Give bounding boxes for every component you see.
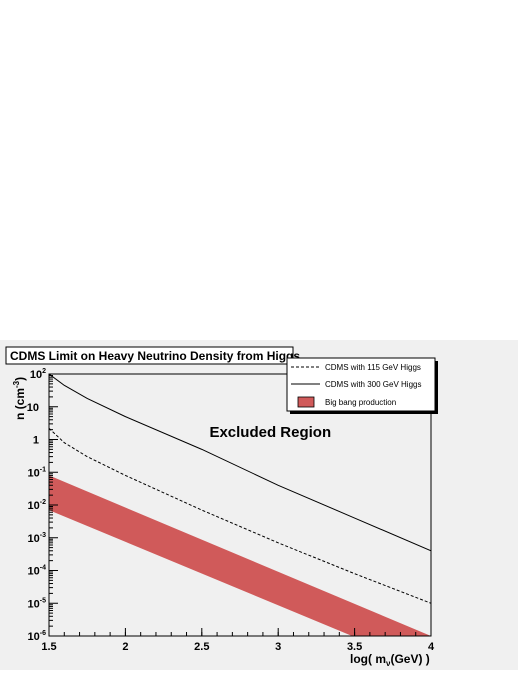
series-line-115-gev: [49, 427, 431, 604]
band-layer: [49, 475, 431, 636]
x-tick-label: 2: [122, 641, 128, 653]
big-bang-band: [49, 475, 431, 636]
title-box: CDMS Limit on Heavy Neutrino Density fro…: [5, 346, 300, 365]
y-axis-ticks: 102 10 1 10-1 10-2 10-3 10-4 10-5 10-6: [27, 368, 58, 643]
legend-label-115: CDMS with 115 GeV Higgs: [325, 363, 421, 372]
chart-title: CDMS Limit on Heavy Neutrino Density fro…: [10, 349, 300, 363]
legend-label-band: Big bang production: [325, 398, 396, 407]
x-tick-label: 4: [428, 641, 435, 653]
x-axis-label: log( mν(GeV) ): [350, 652, 430, 668]
chart-svg: 1.5 2 2.5 3 3.5 4 10210110-110-210-310-410-51…: [0, 340, 518, 670]
excluded-region-annotation: Excluded Region: [209, 424, 331, 441]
x-tick-label: 1.5: [41, 641, 56, 653]
y-tick-label: 1: [33, 435, 39, 447]
y-tick-label: 102: [30, 368, 46, 381]
chart-container: 1.5 2 2.5 3 3.5 4 102 10 1 10-1 10-2 10-3 10-4 10-5 1…: [0, 340, 518, 670]
series-line-300-gev: [49, 374, 431, 552]
y-tick-label: 10: [27, 402, 39, 414]
series-layer: [49, 374, 431, 604]
y-tick-label: 10-5: [28, 597, 47, 610]
x-axis-ticks: 1.5 2 2.5 3 3.5 4: [41, 628, 435, 653]
y-tick-label: 10-6: [28, 630, 47, 643]
legend-label-300: CDMS with 300 GeV Higgs: [325, 380, 421, 389]
x-tick-label: 2.5: [194, 641, 209, 653]
y-tick-label: 10-1: [28, 466, 47, 479]
y-axis-label: n (cm-3): [12, 377, 27, 420]
x-tick-label: 3.5: [347, 641, 362, 653]
x-tick-label: 3: [275, 641, 281, 653]
legend-swatch-band: [297, 396, 315, 408]
legend: CDMS with 115 GeV Higgs CDMS with 300 Ge…: [286, 357, 438, 414]
y-tick-label: 10-4: [28, 565, 47, 578]
y-tick-label: 10-2: [28, 499, 47, 512]
y-tick-label: 10-3: [28, 532, 47, 545]
